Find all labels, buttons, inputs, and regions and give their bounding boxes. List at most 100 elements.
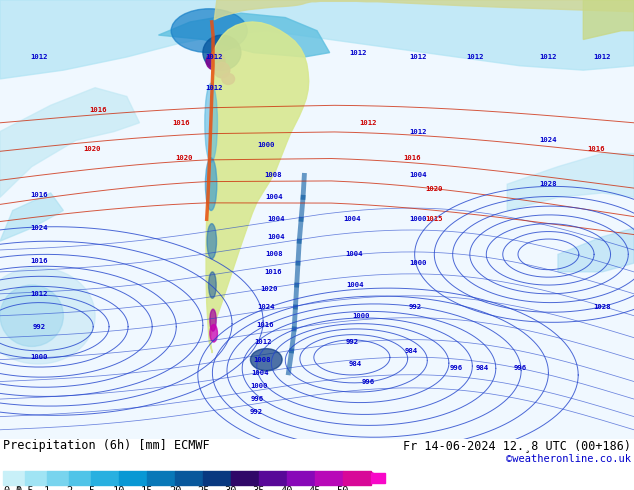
Text: 0.1: 0.1 — [3, 486, 22, 490]
Text: 1000: 1000 — [257, 142, 275, 147]
Text: 1016: 1016 — [587, 146, 605, 152]
Polygon shape — [558, 228, 634, 272]
Text: 1004: 1004 — [346, 282, 364, 288]
Ellipse shape — [209, 272, 216, 298]
Text: 1000: 1000 — [410, 216, 427, 222]
Polygon shape — [0, 193, 63, 241]
Text: 1020: 1020 — [83, 146, 101, 152]
Text: 992: 992 — [33, 324, 46, 330]
Text: 35: 35 — [253, 486, 265, 490]
Text: 30: 30 — [224, 486, 237, 490]
Text: 1008: 1008 — [264, 172, 281, 178]
Bar — [3, 471, 25, 485]
Text: 25: 25 — [197, 486, 209, 490]
Text: 0.5: 0.5 — [16, 486, 34, 490]
Text: 40: 40 — [281, 486, 294, 490]
Text: 996: 996 — [514, 366, 526, 371]
Text: 1020: 1020 — [425, 186, 443, 192]
Text: 1024: 1024 — [30, 225, 48, 231]
Text: 1012: 1012 — [593, 54, 611, 60]
Bar — [203, 471, 231, 485]
Ellipse shape — [205, 83, 217, 162]
Bar — [119, 471, 147, 485]
Bar — [315, 471, 343, 485]
Ellipse shape — [214, 63, 230, 78]
Text: 1012: 1012 — [254, 339, 272, 345]
Text: 1016: 1016 — [172, 120, 190, 126]
Text: Fr 14-06-2024 12.¸8 UTC (00+186): Fr 14-06-2024 12.¸8 UTC (00+186) — [403, 439, 631, 452]
Text: 1012: 1012 — [540, 54, 557, 60]
Text: 1012: 1012 — [349, 49, 367, 56]
Text: 1004: 1004 — [265, 195, 283, 200]
Text: 1012: 1012 — [359, 120, 377, 126]
Text: 2: 2 — [66, 486, 72, 490]
Text: 1012: 1012 — [467, 54, 484, 60]
Text: 1016: 1016 — [30, 258, 48, 264]
Text: 1016: 1016 — [256, 321, 274, 327]
Text: 1008: 1008 — [253, 357, 271, 363]
Text: Precipitation (6h) [mm] ECMWF: Precipitation (6h) [mm] ECMWF — [3, 439, 210, 452]
Text: 1024: 1024 — [257, 304, 275, 310]
Text: 1012: 1012 — [205, 85, 223, 91]
Text: 1012: 1012 — [410, 128, 427, 135]
Text: 996: 996 — [251, 396, 264, 402]
Text: 984: 984 — [404, 348, 417, 354]
Text: 1012: 1012 — [410, 54, 427, 60]
Text: 984: 984 — [349, 361, 361, 367]
Bar — [25, 471, 47, 485]
Bar — [343, 471, 371, 485]
Ellipse shape — [222, 74, 235, 84]
Polygon shape — [583, 0, 634, 40]
Text: 1004: 1004 — [267, 216, 285, 222]
Text: 1: 1 — [44, 486, 50, 490]
Ellipse shape — [210, 324, 217, 342]
Text: 1028: 1028 — [593, 304, 611, 310]
Text: 992: 992 — [409, 304, 422, 310]
Ellipse shape — [206, 52, 225, 70]
Bar — [91, 471, 119, 485]
Text: 992: 992 — [346, 339, 358, 345]
Text: 1008: 1008 — [265, 251, 283, 257]
Text: 996: 996 — [450, 366, 463, 371]
Polygon shape — [158, 13, 330, 57]
Text: 1000: 1000 — [30, 354, 48, 361]
Bar — [231, 471, 259, 485]
Text: 1016: 1016 — [30, 192, 48, 198]
Text: 15: 15 — [141, 486, 153, 490]
Ellipse shape — [0, 268, 95, 364]
Polygon shape — [214, 0, 634, 20]
Bar — [69, 471, 91, 485]
Text: ©weatheronline.co.uk: ©weatheronline.co.uk — [506, 454, 631, 464]
Ellipse shape — [210, 309, 216, 331]
Text: 1016: 1016 — [264, 269, 281, 275]
Text: 1004: 1004 — [343, 216, 361, 222]
Polygon shape — [0, 88, 139, 197]
Text: 1004: 1004 — [251, 370, 269, 376]
Ellipse shape — [171, 9, 247, 52]
Ellipse shape — [203, 35, 241, 70]
Text: 1004: 1004 — [267, 234, 285, 240]
Text: 1000: 1000 — [353, 313, 370, 319]
Text: 1020: 1020 — [261, 287, 278, 293]
Text: 20: 20 — [169, 486, 181, 490]
Ellipse shape — [0, 285, 63, 346]
Text: 1004: 1004 — [410, 172, 427, 178]
Text: 984: 984 — [476, 366, 488, 371]
Text: 1000: 1000 — [410, 260, 427, 266]
Text: 1000: 1000 — [250, 383, 268, 389]
Text: 996: 996 — [361, 379, 374, 385]
Text: 1012: 1012 — [205, 54, 223, 60]
Text: 1016: 1016 — [89, 107, 107, 113]
Text: 1015: 1015 — [425, 216, 443, 222]
Bar — [371, 473, 385, 483]
Text: 1004: 1004 — [345, 251, 363, 257]
Ellipse shape — [250, 349, 282, 370]
Text: 1020: 1020 — [175, 155, 193, 161]
Polygon shape — [206, 22, 309, 353]
Bar — [147, 471, 175, 485]
Ellipse shape — [205, 158, 217, 211]
Text: 50: 50 — [337, 486, 349, 490]
Text: 5: 5 — [88, 486, 94, 490]
Bar — [287, 471, 315, 485]
Text: 1016: 1016 — [403, 155, 421, 161]
